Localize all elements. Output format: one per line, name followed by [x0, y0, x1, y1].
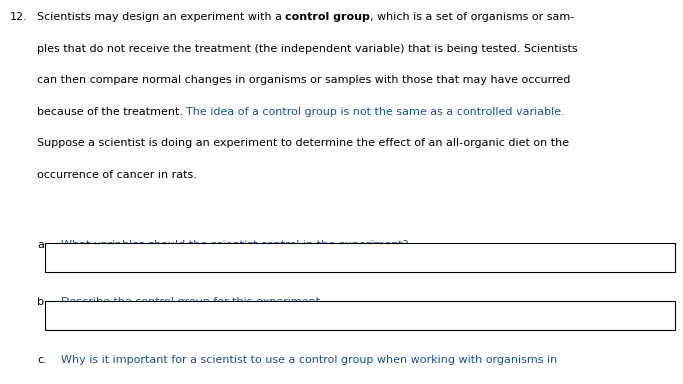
- Text: What variables should the scientist control in the experiment?: What variables should the scientist cont…: [61, 240, 409, 250]
- Text: 12.: 12.: [10, 12, 28, 22]
- Text: , which is a set of organisms or sam-: , which is a set of organisms or sam-: [370, 12, 574, 22]
- Text: control group: control group: [285, 12, 370, 22]
- Text: occurrence of cancer in rats.: occurrence of cancer in rats.: [37, 170, 197, 180]
- Text: Scientists may design an experiment with a: Scientists may design an experiment with…: [37, 12, 285, 22]
- Text: Describe the control group for this experiment.: Describe the control group for this expe…: [61, 297, 324, 307]
- Text: b.: b.: [37, 297, 48, 307]
- Text: Why is it important for a scientist to use a control group when working with org: Why is it important for a scientist to u…: [61, 355, 558, 365]
- Text: The idea of a control group is not the same as a controlled variable.: The idea of a control group is not the s…: [186, 107, 565, 117]
- Text: c.: c.: [37, 355, 46, 365]
- Text: ples that do not receive the treatment (the independent variable) that is being : ples that do not receive the treatment (…: [37, 44, 578, 54]
- Bar: [45, 243, 675, 272]
- Text: a.: a.: [37, 240, 47, 250]
- Bar: [45, 301, 675, 330]
- Text: can then compare normal changes in organisms or samples with those that may have: can then compare normal changes in organ…: [37, 75, 570, 85]
- Text: because of the treatment.: because of the treatment.: [37, 107, 186, 117]
- Text: Suppose a scientist is doing an experiment to determine the effect of an all-org: Suppose a scientist is doing an experime…: [37, 138, 569, 148]
